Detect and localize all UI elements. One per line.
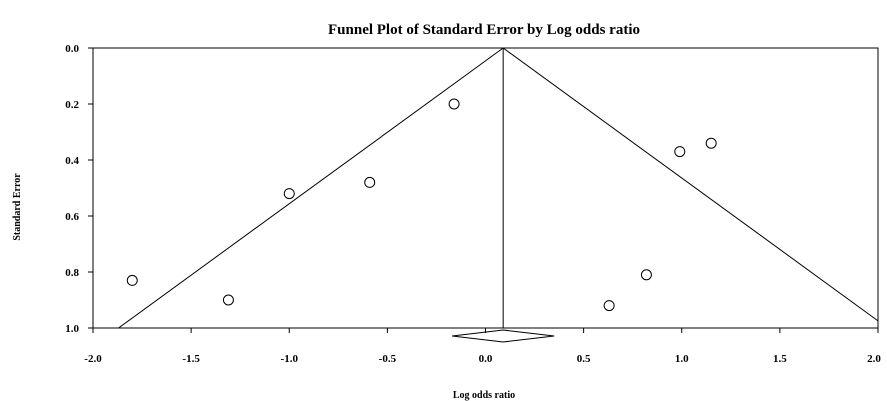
x-axis-label: Log odds ratio xyxy=(453,390,515,401)
study-point-2 xyxy=(364,176,376,188)
y-tick-label: 1.0 xyxy=(65,323,79,335)
x-tick-label: 1.0 xyxy=(675,353,689,365)
x-tick-label: 0.5 xyxy=(577,353,591,365)
y-tick-label: 0.8 xyxy=(65,267,79,279)
summary-diamond xyxy=(452,329,555,343)
study-point-6 xyxy=(674,146,686,158)
x-tick-label: 2.0 xyxy=(867,353,881,365)
x-tick-label: 0.0 xyxy=(479,353,493,365)
x-tick-label: -1.5 xyxy=(182,353,200,365)
plot-frame xyxy=(92,47,879,329)
x-tick-label: -0.5 xyxy=(379,353,397,365)
study-point-3 xyxy=(283,188,295,200)
study-point-9 xyxy=(603,300,615,312)
x-tick-label: -2.0 xyxy=(84,353,102,365)
study-point-1 xyxy=(448,98,460,110)
y-axis-label: Standard Error xyxy=(12,173,23,241)
study-point-7 xyxy=(705,137,717,149)
funnel-right-boundary xyxy=(502,47,879,322)
y-tick-label: 0.2 xyxy=(65,99,79,111)
y-tick-label: 0.4 xyxy=(65,155,79,167)
funnel-left-boundary xyxy=(118,47,504,329)
y-tick-label: 0.0 xyxy=(65,43,79,55)
y-tick-label: 0.6 xyxy=(65,211,79,223)
study-point-5 xyxy=(222,294,234,306)
x-axis-ticks: -2.0 -1.5 -1.0 -0.5 0.0 0.5 1.0 1.5 2.0 xyxy=(84,328,881,365)
study-point-4 xyxy=(126,274,138,286)
x-tick-label: -1.0 xyxy=(281,353,299,365)
x-tick-label: 1.5 xyxy=(773,353,787,365)
chart-title: Funnel Plot of Standard Error by Log odd… xyxy=(328,22,640,38)
study-points xyxy=(126,98,717,312)
study-point-8 xyxy=(640,269,652,281)
y-axis-ticks: 0.0 0.2 0.4 0.6 0.8 1.0 xyxy=(65,43,93,335)
